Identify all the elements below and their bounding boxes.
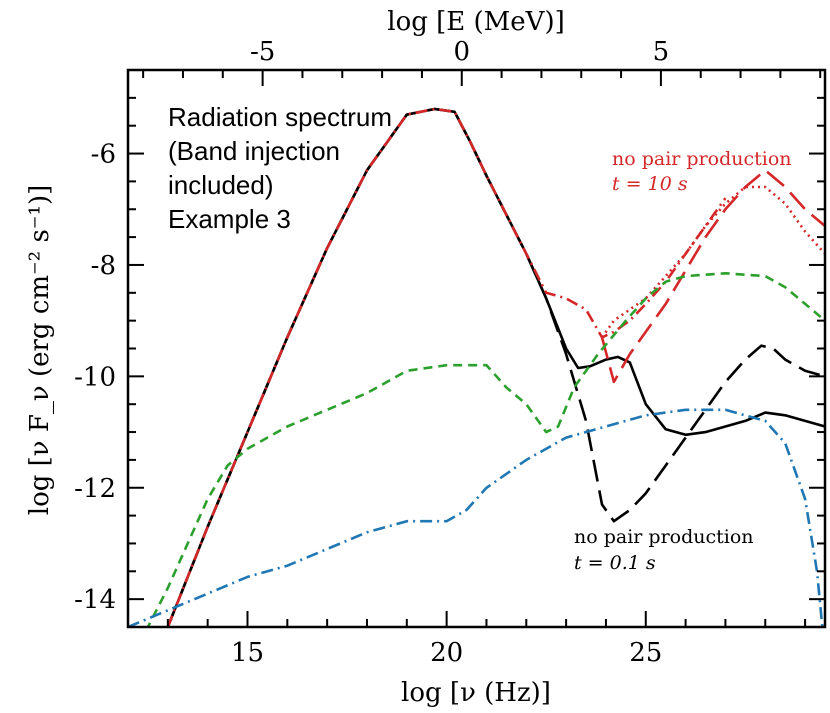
red-annotation-line-2: t = 10 s xyxy=(612,173,688,195)
black-annotation: no pair production t = 0.1 s xyxy=(574,526,754,574)
y-tick-label: -14 xyxy=(74,585,116,615)
top-axis-title: log [E (MeV)] xyxy=(387,7,564,37)
x-tick-label: 20 xyxy=(430,638,463,668)
black-annotation-line-1: no pair production xyxy=(574,526,754,548)
series-line-7 xyxy=(128,408,824,627)
red-annotation-line-1: no pair production xyxy=(612,148,792,170)
series-line-4 xyxy=(600,185,825,339)
legend-line-1: Radiation spectrum xyxy=(168,102,392,132)
y-tick-label: -6 xyxy=(91,140,116,170)
series-layer xyxy=(128,107,825,627)
legend: Radiation spectrum (Band injection inclu… xyxy=(168,102,392,234)
ticks-layer: 15 20 25 -6 -8 -10 -12 -14 -5 0 5 xyxy=(74,37,825,668)
x-axis-title: log [ν (Hz)] xyxy=(401,678,551,708)
top-tick-label: -5 xyxy=(250,37,275,67)
legend-line-3: included) xyxy=(168,170,274,200)
red-annotation: no pair production t = 10 s xyxy=(612,148,792,195)
x-tick-label: 15 xyxy=(231,638,264,668)
series-line-3 xyxy=(166,107,727,627)
series-line-6 xyxy=(146,272,825,627)
y-axis-title: log [ν F_ν (erg cm⁻² s⁻¹)] xyxy=(25,185,55,515)
black-annotation-line-2: t = 0.1 s xyxy=(574,552,656,574)
top-tick-label: 0 xyxy=(453,37,470,67)
legend-line-2: (Band injection xyxy=(168,136,340,166)
y-tick-label: -8 xyxy=(91,251,116,281)
y-tick-label: -12 xyxy=(74,474,116,504)
top-tick-label: 5 xyxy=(653,37,670,67)
series-line-5 xyxy=(600,169,825,384)
x-tick-label: 25 xyxy=(629,638,662,668)
legend-line-4: Example 3 xyxy=(168,204,291,234)
y-tick-label: -10 xyxy=(74,362,116,392)
